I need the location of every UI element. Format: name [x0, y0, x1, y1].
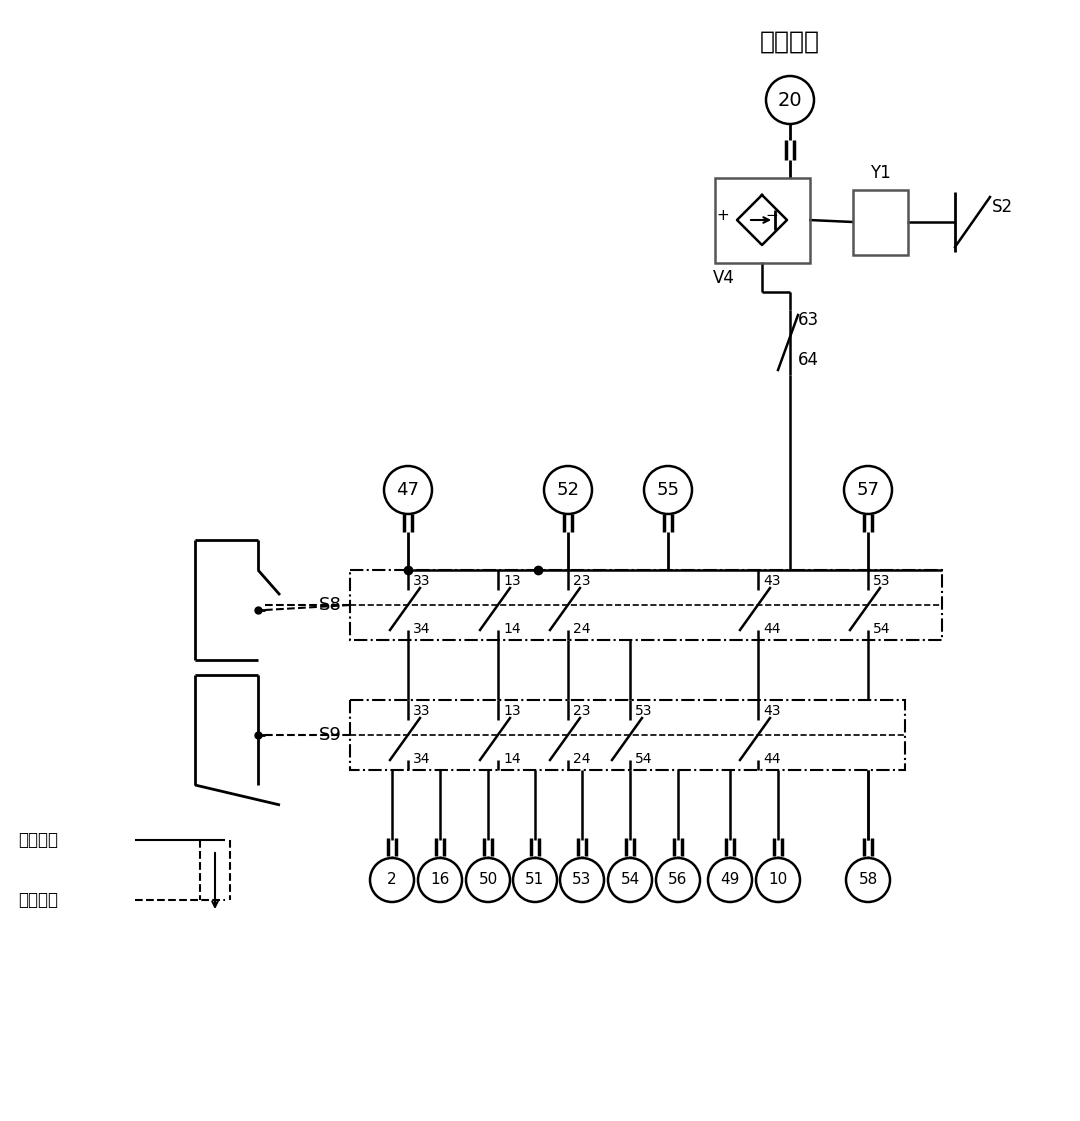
Text: 53: 53: [873, 574, 891, 589]
Text: 2: 2: [388, 872, 396, 888]
Text: V4: V4: [713, 269, 734, 287]
Text: S9: S9: [319, 726, 342, 744]
Text: 57: 57: [856, 481, 879, 499]
Text: 54: 54: [635, 752, 652, 766]
Text: 51: 51: [525, 872, 544, 888]
Text: 49: 49: [720, 872, 740, 888]
Bar: [715, 178, 810, 263]
Text: −: −: [766, 207, 779, 222]
Text: 24: 24: [573, 752, 591, 766]
Bar: [350, 700, 905, 770]
Text: 14: 14: [503, 622, 521, 636]
Text: 53: 53: [635, 704, 652, 717]
Text: 33: 33: [413, 574, 431, 589]
Text: 63: 63: [798, 311, 819, 328]
Text: 14: 14: [503, 752, 521, 766]
Text: 50: 50: [478, 872, 498, 888]
Text: 43: 43: [762, 574, 781, 589]
Text: 56: 56: [669, 872, 688, 888]
Text: 13: 13: [503, 574, 521, 589]
Text: 23: 23: [573, 574, 591, 589]
Text: 10: 10: [768, 872, 787, 888]
Text: 54: 54: [620, 872, 639, 888]
Text: 工作位置: 工作位置: [18, 831, 58, 849]
Text: 64: 64: [798, 351, 819, 369]
Text: 44: 44: [762, 752, 781, 766]
Text: 58: 58: [859, 872, 878, 888]
Text: S2: S2: [993, 198, 1013, 216]
Text: 20: 20: [778, 91, 802, 110]
Text: 34: 34: [413, 752, 431, 766]
Text: 55: 55: [657, 481, 679, 499]
Text: 43: 43: [762, 704, 781, 717]
Text: 16: 16: [430, 872, 449, 888]
Text: 23: 23: [573, 704, 591, 717]
Text: 54: 54: [873, 622, 891, 636]
Text: 52: 52: [556, 481, 580, 499]
Text: 44: 44: [762, 622, 781, 636]
Text: 34: 34: [413, 622, 431, 636]
Text: S8: S8: [320, 596, 342, 614]
Text: 33: 33: [413, 704, 431, 717]
Text: 53: 53: [572, 872, 592, 888]
Text: 13: 13: [503, 704, 521, 717]
Text: Y1: Y1: [869, 164, 890, 182]
Text: 47: 47: [396, 481, 419, 499]
Text: +: +: [717, 207, 729, 222]
Bar: [853, 189, 908, 254]
Text: 24: 24: [573, 622, 591, 636]
Text: 试验位置: 试验位置: [18, 891, 58, 909]
Bar: [350, 569, 942, 640]
Text: 闭锁回路: 闭锁回路: [760, 30, 820, 54]
